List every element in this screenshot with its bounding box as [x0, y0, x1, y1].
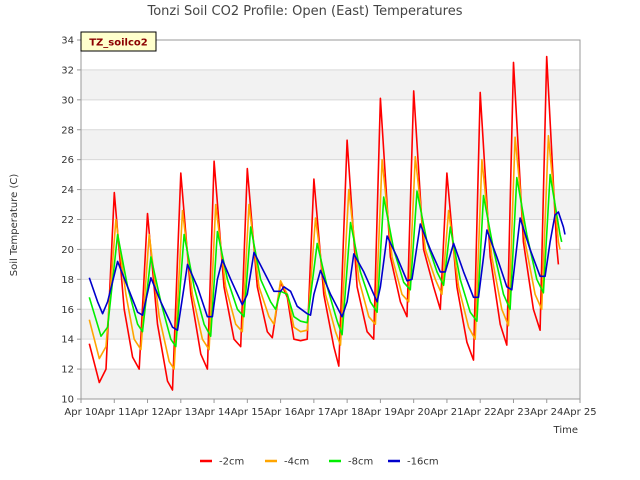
y-tick-label: 12: [61, 365, 74, 376]
x-tick-label: Apr 11: [98, 407, 131, 418]
y-tick-label: 16: [61, 305, 74, 316]
legend-label: -4cm: [284, 457, 309, 468]
y-tick-label: 24: [61, 185, 74, 196]
y-tick-label: 22: [61, 215, 74, 226]
x-tick-label: Apr 17: [297, 407, 330, 418]
plot-band: [81, 40, 580, 70]
plot-band: [81, 249, 580, 280]
series-line-minus-2cm: [88, 55, 560, 391]
x-tick-label: Apr 25: [563, 407, 596, 418]
plot-band: [81, 369, 580, 399]
plot-band: [81, 99, 580, 130]
dataset-badge-label: TZ_soilco2: [89, 38, 148, 49]
x-tick-label: Apr 22: [464, 407, 497, 418]
plot-band: [81, 159, 580, 190]
x-axis-label: Time: [553, 425, 578, 436]
y-tick-label: 26: [61, 155, 74, 166]
x-tick-label: Apr 13: [164, 407, 197, 418]
x-tick-label: Apr 18: [331, 407, 364, 418]
plot-band: [81, 189, 580, 220]
plot-band: [81, 219, 580, 250]
x-tick-label: Apr 20: [397, 407, 430, 418]
series-layer: [88, 55, 566, 391]
y-tick-label: 14: [61, 335, 74, 346]
x-tick-label: Apr 23: [497, 407, 530, 418]
plot-band: [81, 69, 580, 100]
y-tick-label: 20: [61, 245, 74, 256]
legend-label: -16cm: [407, 457, 439, 468]
dataset-badge: TZ_soilco2: [80, 31, 157, 52]
y-axis-ticks: 10 12 14 16 18 20 22 24 26 28 30 32 34: [61, 36, 81, 406]
x-tick-label: Apr 24: [530, 407, 563, 418]
x-axis-ticks: Apr 10 Apr 11 Apr 12 Apr 13 Apr 14 Apr 15 Apr …: [64, 399, 597, 418]
x-tick-label: Apr 14: [197, 407, 230, 418]
y-tick-label: 18: [61, 275, 74, 286]
x-tick-label: Apr 19: [364, 407, 397, 418]
plot-band: [81, 339, 580, 370]
chart-title: Tonzi Soil CO2 Profile: Open (East) Temp…: [146, 4, 462, 19]
x-tick-label: Apr 16: [264, 407, 297, 418]
series-line-minus-4cm: [88, 134, 561, 370]
dataset-badge-box: [80, 31, 157, 52]
y-axis-label: Soil Temperature (C): [9, 174, 20, 277]
y-tick-label: 30: [61, 95, 74, 106]
legend-label: -8cm: [348, 457, 373, 468]
y-tick-label: 32: [61, 65, 74, 76]
legend: -2cm -4cm -8cm -16cm: [200, 457, 439, 468]
x-tick-label: Apr 12: [131, 407, 164, 418]
y-tick-label: 28: [61, 125, 74, 136]
x-tick-label: Apr 10: [64, 407, 97, 418]
y-tick-label: 10: [61, 395, 74, 406]
series-line-minus-16cm: [88, 211, 566, 331]
y-tick-label: 34: [61, 36, 74, 47]
legend-label: -2cm: [219, 457, 244, 468]
x-tick-label: Apr 15: [231, 407, 264, 418]
x-tick-label: Apr 21: [430, 407, 463, 418]
plot-band: [81, 129, 580, 160]
